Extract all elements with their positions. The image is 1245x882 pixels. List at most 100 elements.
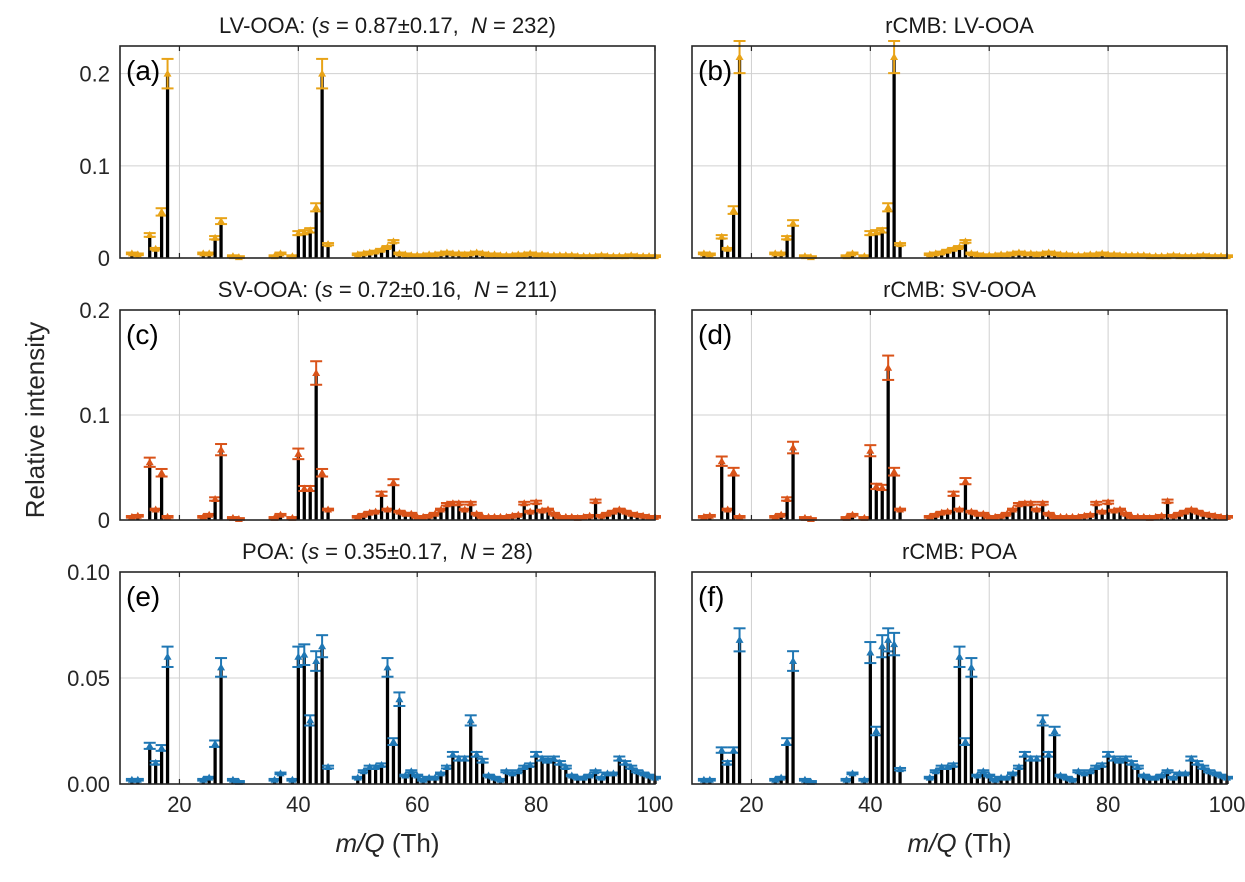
bar [320,74,323,258]
error-bar [1007,769,1019,776]
bar [320,646,323,784]
error-bar [524,508,536,515]
error-bar [376,490,388,497]
panel-label: (d) [698,319,732,350]
bar [315,661,318,784]
error-bar [144,742,156,749]
error-bar [269,776,281,783]
error-bar [465,715,477,725]
y-tick-label: 0.2 [79,298,110,323]
bar [791,661,794,784]
error-bar [477,757,489,764]
error-bar [864,642,876,663]
y-tick-label: 0.00 [67,772,110,797]
bar [785,238,788,258]
bar [160,212,163,258]
error-bar [316,469,328,477]
error-bar [150,759,162,766]
bar [166,657,169,784]
bar [970,667,973,784]
bar [154,763,157,784]
error-bar [864,445,876,456]
bar [309,720,312,784]
y-tick-label: 0.1 [79,154,110,179]
bar [875,486,878,520]
axes-frame [120,46,655,258]
bar [219,450,222,520]
x-tick-label: 40 [858,792,882,817]
error-bar [590,767,602,774]
error-bar [959,738,971,745]
error-bar [524,761,536,768]
error-bar [959,237,971,244]
bar [546,761,549,784]
x-tick-label: 100 [1209,792,1245,817]
error-bar [150,506,162,513]
error-bar [948,761,960,768]
error-bar [722,506,734,513]
error-bar [722,245,734,252]
bar [869,451,872,520]
error-bar [387,478,399,485]
bar [732,472,735,520]
bar [451,754,454,784]
bar [166,74,169,258]
error-bar [1162,767,1174,774]
bar [392,482,395,520]
error-bar [858,776,870,783]
bar [720,750,723,784]
bar [219,221,222,258]
error-bar [716,233,728,240]
panel-label: (e) [126,581,160,612]
error-bar [322,240,334,247]
error-bar [1043,750,1055,757]
error-bar [518,499,530,506]
error-bar [716,746,728,753]
error-bar [716,456,728,465]
error-bar [590,497,602,504]
bar [881,230,884,258]
error-bar [894,506,906,513]
error-bar [1049,727,1061,735]
y-tick-label: 0.1 [79,403,110,428]
bar [887,368,890,520]
bar [380,494,383,520]
bar [875,731,878,784]
panel-c: 00.10.2(c)SV-OOA: (s = 0.72±0.16, N = 21… [79,277,661,533]
error-bar [1031,506,1043,513]
error-bar [310,651,322,671]
bar [791,448,794,520]
error-bar [215,444,227,455]
error-bar [787,219,799,226]
bar [726,763,729,784]
panel-a: 00.10.2 (a)LV-OOA: (s = 0.87±0.17, N = 23… [79,13,661,271]
bar [1106,754,1109,784]
bar [952,494,955,520]
error-bar [894,765,906,772]
x-tick-label: 20 [739,792,763,817]
bar [148,235,151,258]
bar [309,230,312,258]
error-bar [156,469,168,477]
error-bar [405,767,417,774]
bar [1029,759,1032,784]
bar [160,473,163,520]
bar [785,499,788,520]
error-bar [876,635,888,657]
bar [881,487,884,520]
error-bar [441,763,453,770]
panel-label: (f) [698,581,724,612]
x-tick-label: 80 [1096,792,1120,817]
error-bar [209,234,221,241]
error-bar [465,499,477,506]
panel-f: 20 40 60 80 100(f)rCMB: POAm/Q (Th) [692,539,1245,858]
y-tick-label: 0.2 [79,62,110,87]
bar [303,232,306,258]
error-bar [888,468,900,476]
panel-title: POA: (s = 0.35±0.17, N = 28) [242,539,533,564]
error-bar [156,744,168,751]
error-bar [954,647,966,667]
error-bar [316,635,328,657]
panel-title: rCMB: POA [902,539,1017,564]
axes-frame [692,46,1227,258]
